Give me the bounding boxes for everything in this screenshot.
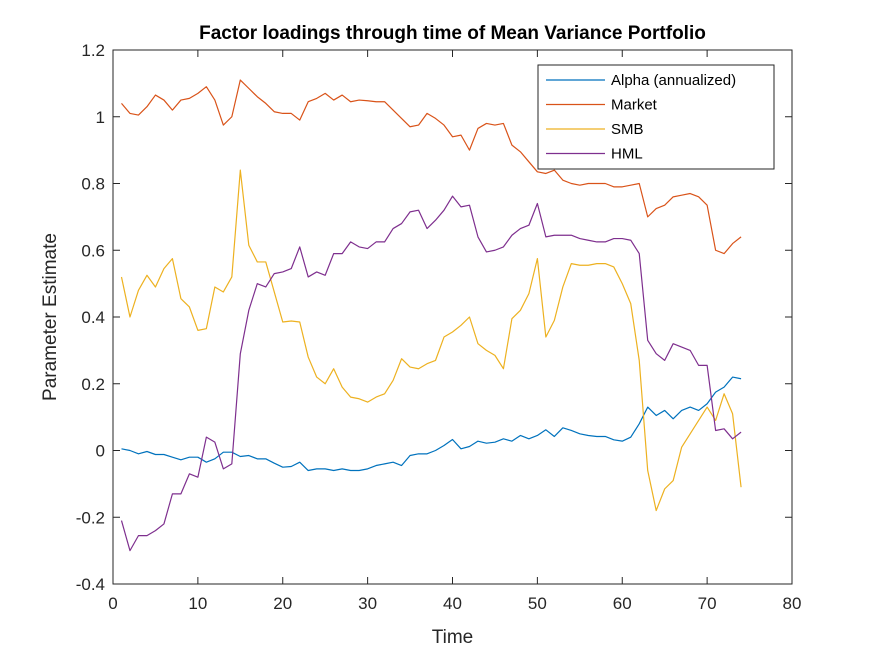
y-tick-label: -0.2 — [76, 508, 105, 527]
y-tick-label: 0.6 — [81, 241, 105, 260]
series-line-market — [121, 79, 742, 255]
x-tick-label: 40 — [443, 594, 462, 613]
legend: Alpha (annualized) Market SMB HML — [537, 64, 775, 170]
y-tick-label: 0.8 — [81, 175, 105, 194]
y-tick-label: -0.4 — [76, 575, 105, 594]
series-line-alpha-annualized — [121, 376, 742, 472]
x-tick-label: 50 — [528, 594, 547, 613]
x-axis-ticks: 0 10 20 30 40 50 60 70 80 — [108, 50, 801, 613]
x-tick-label: 20 — [273, 594, 292, 613]
series-lines — [120, 79, 742, 552]
legend-label-alpha-annualized: Alpha (annualized) — [611, 72, 736, 89]
plot-frame — [112, 49, 793, 585]
legend-label-smb: SMB — [611, 121, 644, 138]
y-tick-label: 0 — [96, 442, 105, 461]
legend-label-hml: HML — [611, 146, 643, 163]
x-tick-label: 10 — [188, 594, 207, 613]
series-line-hml — [120, 195, 742, 552]
x-axis-label: Time — [432, 627, 474, 648]
y-axis-ticks: -0.4 -0.2 0 0.2 0.4 0.6 0.8 1 1.2 — [76, 41, 792, 594]
x-tick-label: 30 — [358, 594, 377, 613]
x-tick-label: 80 — [783, 594, 802, 613]
y-tick-label: 0.4 — [81, 308, 105, 327]
series-line-smb — [120, 169, 742, 512]
legend-box — [537, 64, 775, 170]
x-tick-label: 0 — [108, 594, 117, 613]
x-tick-label: 60 — [613, 594, 632, 613]
y-axis-label: Parameter Estimate — [40, 233, 61, 401]
y-tick-label: 0.2 — [81, 375, 105, 394]
legend-label-market: Market — [611, 97, 658, 114]
x-tick-label: 70 — [698, 594, 717, 613]
y-tick-label: 1.2 — [81, 41, 105, 60]
chart-title: Factor loadings through time of Mean Var… — [199, 23, 706, 44]
y-tick-label: 1 — [96, 108, 105, 127]
